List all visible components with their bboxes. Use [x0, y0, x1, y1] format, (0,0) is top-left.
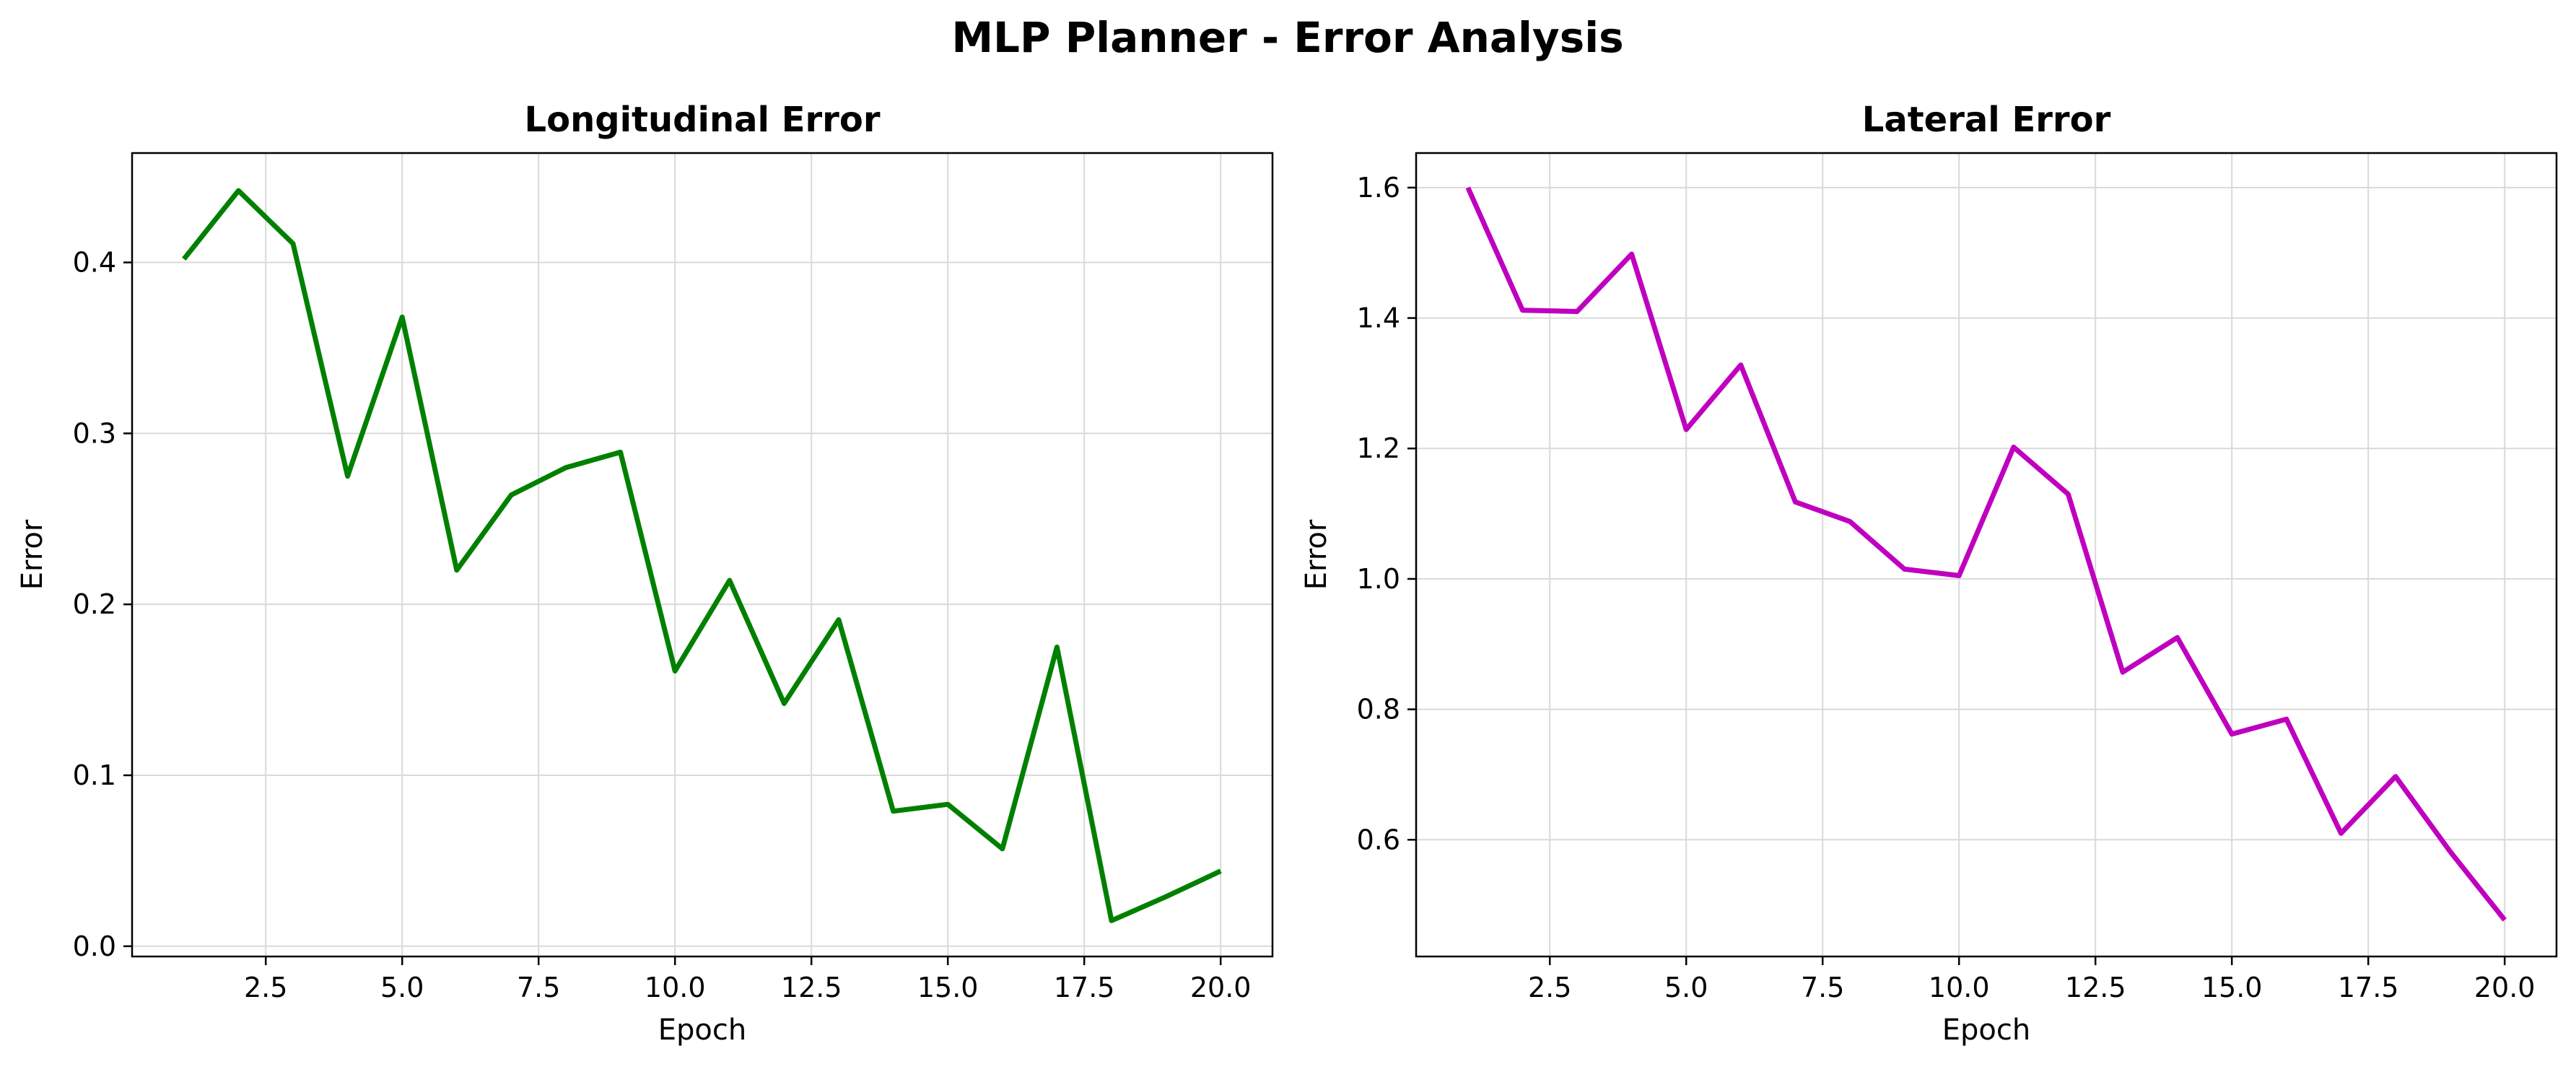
x-axis-label: Epoch — [1942, 1014, 2030, 1047]
y-tick-label: 1.2 — [1357, 432, 1400, 464]
y-axis-label: Error — [16, 519, 49, 590]
x-tick-label: 2.5 — [1528, 972, 1571, 1003]
axes-frame — [131, 152, 1274, 958]
x-tick-label: 7.5 — [517, 972, 560, 1003]
x-tick-label: 20.0 — [1190, 972, 1252, 1003]
x-tick-label: 5.0 — [1664, 972, 1708, 1003]
chart-title: Lateral Error — [1862, 100, 2111, 140]
y-tick-label: 1.0 — [1357, 563, 1400, 595]
x-tick-label: 10.0 — [1929, 972, 1990, 1003]
y-axis-label: Error — [1300, 519, 1333, 590]
y-tick-label: 0.3 — [73, 417, 116, 449]
y-tick-label: 0.1 — [73, 759, 116, 791]
chart-panel-2: 2.5 5.0 7.5 10.0 12.5 15.0 17.5 20.0 0.6 0.8 1.0 1.… — [1300, 100, 2558, 1047]
y-tick-label: 0.0 — [73, 931, 116, 962]
axes-container: 2.5 5.0 7.5 10.0 12.5 15.0 17.5 20.0 0.0 0.1 0.2 0.… — [16, 100, 2558, 1047]
x-tick-label: 10.0 — [645, 972, 706, 1003]
x-tick-label: 17.5 — [2338, 972, 2399, 1003]
x-tick-label: 15.0 — [917, 972, 979, 1003]
figure-title: MLP Planner - Error Analysis — [951, 13, 1623, 62]
y-tick-label: 1.4 — [1357, 302, 1400, 334]
series-line-1 — [1465, 186, 2507, 922]
y-tick-label: 0.8 — [1357, 694, 1400, 725]
y-tick-label: 0.2 — [73, 588, 116, 620]
x-tick-label: 5.0 — [380, 972, 424, 1003]
x-tick-label: 2.5 — [244, 972, 287, 1003]
x-tick-label: 12.5 — [2065, 972, 2126, 1003]
chart-title: Longitudinal Error — [525, 100, 881, 140]
y-tick-label: 0.6 — [1357, 824, 1400, 855]
x-tick-label: 12.5 — [781, 972, 842, 1003]
axes-frame — [1415, 152, 2558, 958]
y-tick-label: 0.4 — [73, 247, 116, 279]
x-tick-label: 7.5 — [1801, 972, 1844, 1003]
chart-panel-1: 2.5 5.0 7.5 10.0 12.5 15.0 17.5 20.0 0.0 0.1 0.2 0.… — [16, 100, 1274, 1047]
x-tick-label: 15.0 — [2201, 972, 2263, 1003]
series-line-1 — [182, 188, 1222, 923]
x-axis-label: Epoch — [658, 1014, 746, 1047]
y-tick-label: 1.6 — [1357, 172, 1400, 204]
x-tick-label: 20.0 — [2474, 972, 2536, 1003]
x-tick-label: 17.5 — [1054, 972, 1115, 1003]
